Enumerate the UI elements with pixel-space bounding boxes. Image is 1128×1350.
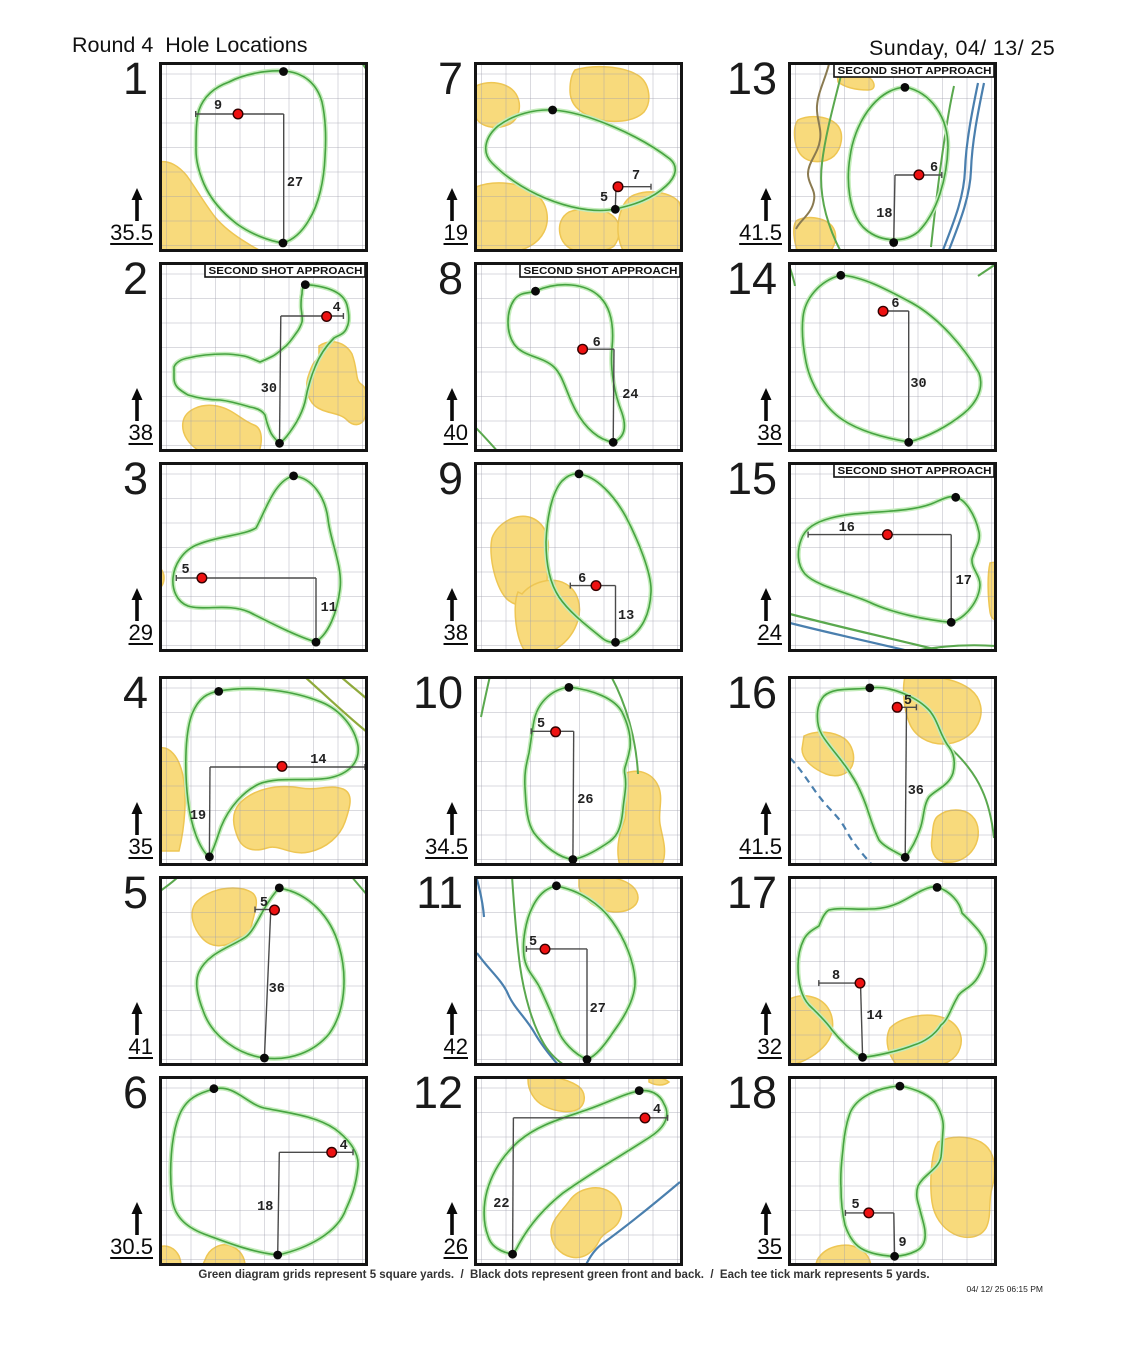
svg-text:26: 26 [577,793,593,808]
svg-text:18: 18 [257,1200,273,1215]
svg-text:9: 9 [214,99,222,114]
svg-text:5: 5 [260,896,268,911]
svg-text:6: 6 [578,572,586,587]
svg-text:36: 36 [269,982,285,997]
svg-text:11: 11 [321,601,337,616]
svg-text:4: 4 [340,1139,348,1154]
svg-text:5: 5 [851,1198,859,1213]
svg-text:4: 4 [333,301,341,316]
svg-text:5: 5 [537,717,545,732]
svg-text:5: 5 [182,563,190,578]
svg-text:SECOND SHOT APPROACH: SECOND SHOT APPROACH [838,65,992,77]
svg-text:17: 17 [956,574,972,589]
svg-text:SECOND SHOT APPROACH: SECOND SHOT APPROACH [838,465,992,477]
svg-text:6: 6 [891,297,899,312]
svg-text:7: 7 [632,169,640,184]
svg-text:36: 36 [908,784,924,799]
svg-text:SECOND SHOT APPROACH: SECOND SHOT APPROACH [524,265,678,277]
svg-text:8: 8 [832,969,840,984]
svg-text:27: 27 [287,176,303,191]
svg-text:30: 30 [910,377,926,392]
svg-text:16: 16 [839,521,855,536]
svg-text:22: 22 [493,1197,509,1212]
svg-text:14: 14 [866,1009,882,1024]
svg-text:24: 24 [622,388,638,403]
svg-text:9: 9 [899,1236,907,1251]
svg-text:13: 13 [618,609,634,624]
svg-text:18: 18 [876,207,892,222]
svg-text:6: 6 [930,161,938,176]
svg-text:30: 30 [261,382,277,397]
svg-text:SECOND SHOT APPROACH: SECOND SHOT APPROACH [209,265,363,277]
svg-text:27: 27 [590,1002,606,1017]
svg-text:5: 5 [904,694,912,709]
svg-text:5: 5 [529,935,537,950]
svg-text:19: 19 [190,809,206,824]
svg-text:6: 6 [593,336,601,351]
svg-text:5: 5 [600,191,608,206]
svg-text:14: 14 [310,753,326,768]
svg-text:4: 4 [653,1103,661,1118]
